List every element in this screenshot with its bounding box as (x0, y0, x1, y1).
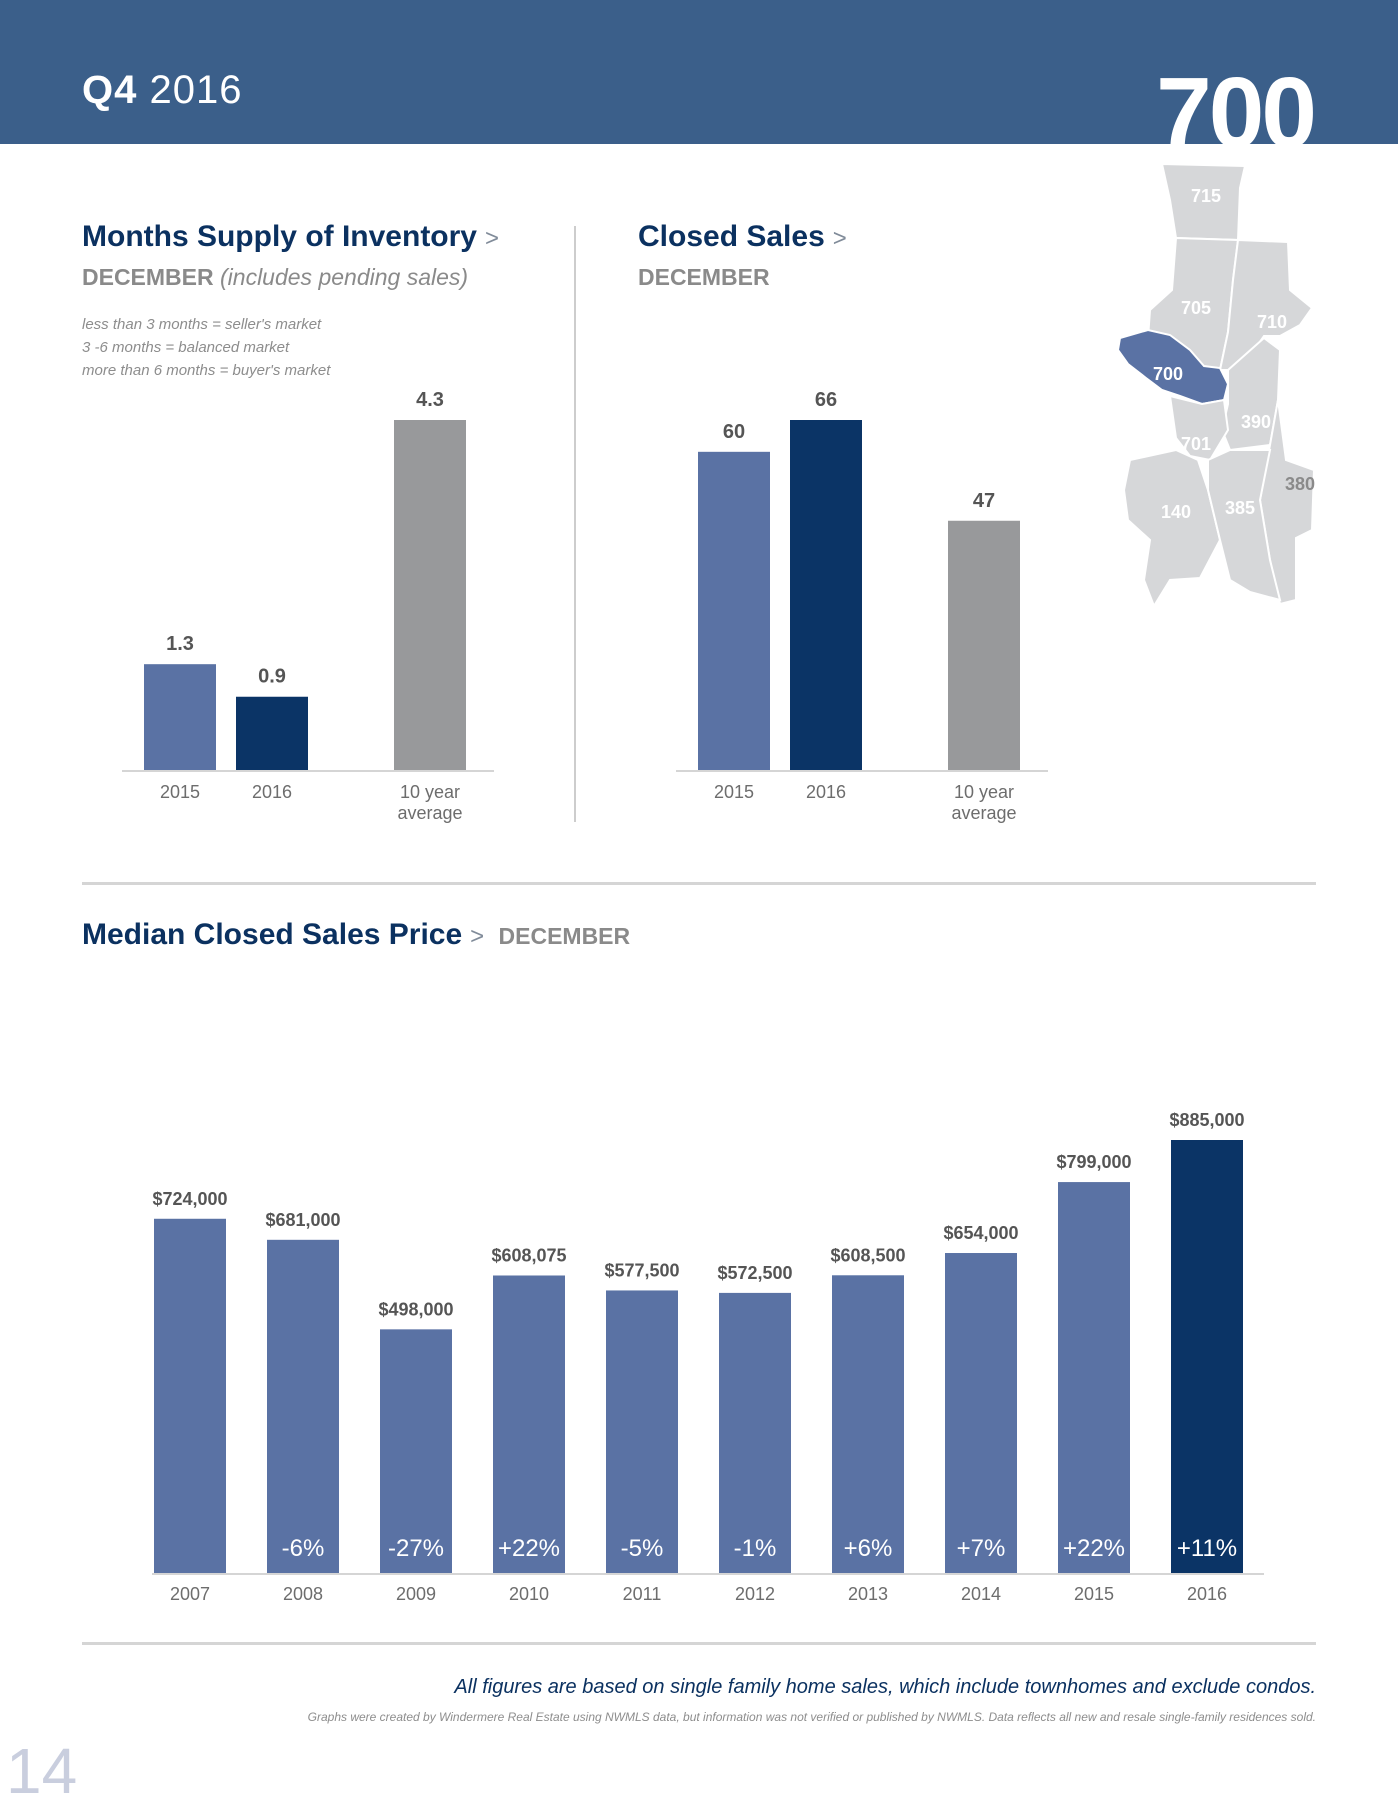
map-label-715: 715 (1191, 186, 1221, 206)
closed-sales-value-label-1: 66 (815, 389, 837, 411)
supply-value-label-2: 4.3 (416, 389, 444, 411)
median-bar-2016 (1171, 1140, 1243, 1573)
median-change-label-2015: +22% (1063, 1535, 1125, 1562)
median-change-label-2012: -1% (734, 1535, 777, 1562)
map-label-710: 710 (1257, 312, 1287, 332)
median-price-chart: $724,000 2007 $681,000 -6% 2008 $498,000 -27% 2… (152, 1110, 1264, 1604)
median-change-label-2014: +7% (957, 1535, 1006, 1562)
closed-sales-value-label-2: 47 (973, 490, 995, 512)
supply-category-label-1: 2016 (252, 782, 292, 802)
median-value-label-2015: $799,000 (1056, 1152, 1131, 1172)
median-change-label-2011: -5% (621, 1535, 664, 1562)
median-category-label-2010: 2010 (509, 1584, 549, 1604)
map-region-701 (1168, 394, 1230, 462)
report-period: Q4 2016 (82, 68, 243, 112)
supply-subtitle: DECEMBER (includes pending sales) (82, 264, 469, 290)
note-buyers-market: more than 6 months = buyer's market (82, 362, 331, 379)
closed-sales-category-label-0: 2015 (714, 782, 754, 802)
median-bar-2009 (380, 1329, 452, 1573)
map-label-705: 705 (1181, 298, 1211, 318)
footer-note: All figures are based on single family h… (454, 1676, 1316, 1698)
divider-top (82, 882, 1316, 885)
median-change-label-2016: +11% (1177, 1535, 1237, 1562)
map-region-385 (1207, 449, 1282, 602)
map-label-700: 700 (1153, 364, 1183, 384)
median-category-label-2013: 2013 (848, 1584, 888, 1604)
median-change-label-2010: +22% (498, 1535, 560, 1562)
median-value-label-2014: $654,000 (943, 1223, 1018, 1243)
median-change-label-2008: -6% (282, 1535, 325, 1562)
median-category-label-2014: 2014 (961, 1584, 1001, 1604)
closed-sales-value-label-0: 60 (723, 421, 745, 443)
median-value-label-2011: $577,500 (604, 1260, 679, 1280)
area-map: 715 705 710 700 390 701 380 140 385 (1116, 162, 1316, 609)
median-change-label-2013: +6% (844, 1535, 893, 1562)
divider-bottom (82, 1642, 1316, 1645)
footer-disclaimer: Graphs were created by Windermere Real E… (307, 1710, 1316, 1724)
area-code: 700 (1156, 57, 1317, 169)
map-region-140 (1122, 448, 1222, 609)
closed-sales-bar-0 (698, 451, 770, 770)
median-value-label-2008: $681,000 (265, 1210, 340, 1230)
median-bar-2010 (493, 1275, 565, 1573)
median-bar-2008 (267, 1239, 339, 1573)
median-change-label-2009: -27% (388, 1535, 444, 1562)
median-bar-2014 (945, 1253, 1017, 1573)
median-price-title: Median Closed Sales Price > DECEMBER (82, 918, 631, 951)
map-label-140: 140 (1161, 502, 1191, 522)
supply-bar-2 (394, 420, 466, 770)
median-category-label-2015: 2015 (1074, 1584, 1114, 1604)
closed-sales-bar-2 (948, 520, 1020, 770)
supply-bar-0 (144, 664, 216, 770)
median-category-label-2011: 2011 (623, 1584, 662, 1604)
note-sellers-market: less than 3 months = seller's market (82, 316, 322, 333)
supply-title: Months Supply of Inventory > (82, 220, 500, 253)
map-label-385: 385 (1225, 498, 1255, 518)
supply-category-label-2: 10 year average (397, 782, 462, 823)
supply-value-label-1: 0.9 (258, 666, 286, 688)
supply-chart: 1.3 2015 0.9 2016 4.3 10 year average (122, 389, 494, 823)
median-value-label-2012: $572,500 (717, 1263, 792, 1283)
note-balanced-market: 3 -6 months = balanced market (82, 339, 290, 356)
median-bar-2013 (832, 1275, 904, 1573)
map-label-390: 390 (1241, 412, 1271, 432)
closed-sales-category-label-1: 2016 (806, 782, 846, 802)
median-category-label-2016: 2016 (1187, 1584, 1227, 1604)
supply-bar-1 (236, 696, 308, 770)
median-value-label-2009: $498,000 (378, 1299, 453, 1319)
header-banner (0, 0, 1398, 144)
median-value-label-2010: $608,075 (491, 1245, 566, 1265)
median-category-label-2008: 2008 (283, 1584, 323, 1604)
median-category-label-2009: 2009 (396, 1584, 436, 1604)
closed-sales-title: Closed Sales > (638, 220, 847, 253)
map-label-701: 701 (1181, 434, 1211, 454)
median-bar-2012 (719, 1292, 791, 1573)
section-divider (574, 226, 576, 822)
closed-sales-bar-1 (790, 420, 862, 770)
supply-value-label-0: 1.3 (166, 633, 194, 655)
median-bar-2011 (606, 1290, 678, 1573)
map-region-710 (1218, 238, 1314, 371)
median-bar-2007 (154, 1218, 226, 1573)
page-number: 14 (6, 1735, 78, 1807)
closed-sales-chart: 60 2015 66 2016 47 10 year average (676, 389, 1048, 823)
market-legend-note: less than 3 months = seller's market 3 -… (82, 313, 330, 382)
closed-sales-subtitle: DECEMBER (638, 264, 770, 290)
median-value-label-2007: $724,000 (152, 1189, 227, 1209)
median-category-label-2012: 2012 (735, 1584, 775, 1604)
supply-category-label-0: 2015 (160, 782, 200, 802)
median-bar-2015 (1058, 1182, 1130, 1573)
median-value-label-2016: $885,000 (1169, 1110, 1244, 1130)
closed-sales-category-label-2: 10 year average (951, 782, 1016, 823)
median-category-label-2007: 2007 (170, 1584, 210, 1604)
map-label-380: 380 (1285, 474, 1315, 494)
median-value-label-2013: $608,500 (830, 1245, 905, 1265)
